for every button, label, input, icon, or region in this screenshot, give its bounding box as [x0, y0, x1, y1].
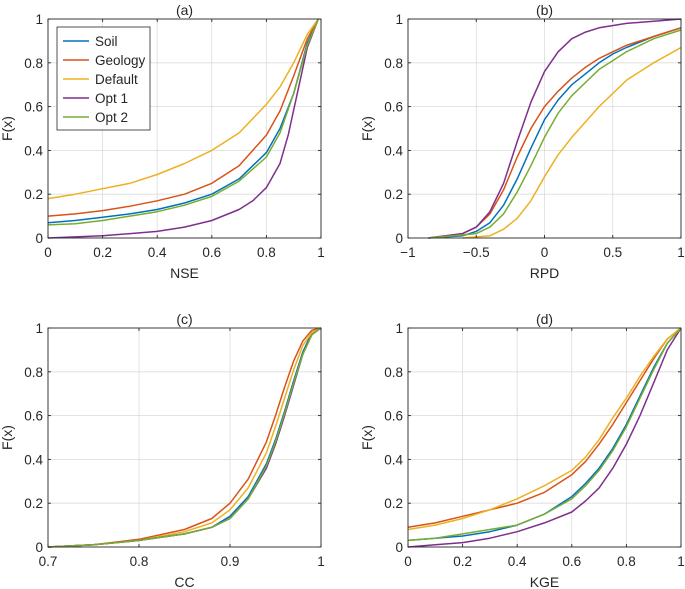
- series-line-soil: [428, 27, 682, 239]
- series-line-geology: [407, 327, 682, 529]
- series-line-opt-1: [47, 18, 319, 239]
- y-tick-label: 0.8: [24, 365, 43, 380]
- y-tick-label: 1: [395, 321, 403, 336]
- series-line-soil: [407, 327, 682, 542]
- legend-label-geology: Geology: [95, 53, 146, 68]
- x-tick-label: 0.2: [453, 554, 472, 569]
- legend-label-default: Default: [95, 72, 138, 87]
- y-tick-label: 1: [35, 12, 43, 27]
- y-tick-label: 0.8: [384, 365, 403, 380]
- series-line-geology: [47, 327, 322, 548]
- series-line-default: [407, 327, 682, 531]
- x-tick-label: 0.8: [257, 245, 276, 260]
- y-tick-label: 0.6: [384, 100, 403, 115]
- y-axis-label: F(x): [359, 116, 375, 141]
- panel-1: 0 0.2 0.4 0.6 0.8 1 0 0.2 0.4 0.6 0.8 1 (a) NSE F(x) So…: [0, 2, 325, 281]
- y-tick-label: 0.2: [24, 496, 43, 511]
- panel-2: −1 −0.5 0 0.5 1 0 0.2 0.4 0.6 0.8 1 (b) RPD F(x): [359, 2, 685, 281]
- x-axis-label: NSE: [170, 265, 199, 281]
- x-tick-label: 0.4: [508, 554, 527, 569]
- y-tick-label: 0.4: [384, 143, 403, 158]
- y-axis-label: F(x): [359, 425, 375, 450]
- x-tick-label: 0: [404, 554, 412, 569]
- panel-title: (a): [176, 2, 193, 18]
- x-tick-label: 1: [677, 554, 685, 569]
- x-axis-label: RPD: [530, 265, 560, 281]
- y-tick-label: 0: [395, 231, 403, 246]
- y-tick-label: 1: [395, 12, 403, 27]
- y-axis-label: F(x): [0, 425, 15, 450]
- series-line-geology: [47, 18, 319, 217]
- plot-area: [408, 328, 681, 547]
- x-tick-label: 0.6: [562, 554, 581, 569]
- x-tick-label: −0.5: [463, 245, 490, 260]
- panel-3: 0.7 0.8 0.9 1 0 0.2 0.4 0.6 0.8 1 (c) CC F(x): [0, 311, 325, 589]
- series-line-opt-1: [407, 327, 682, 548]
- y-tick-label: 0.8: [384, 56, 403, 71]
- y-tick-label: 0.6: [384, 409, 403, 424]
- x-tick-label: 0: [44, 245, 52, 260]
- y-tick-label: 1: [35, 321, 43, 336]
- series-line-default: [47, 18, 319, 200]
- y-tick-label: 0.2: [384, 187, 403, 202]
- x-tick-label: 0.4: [148, 245, 167, 260]
- series-line-opt-1: [428, 18, 682, 239]
- panel-title: (c): [176, 311, 192, 327]
- legend-label-opt-1: Opt 1: [95, 91, 128, 106]
- legend: Soil Geology Default Opt 1 Opt 2: [56, 26, 151, 131]
- legend-label-opt-2: Opt 2: [95, 110, 128, 125]
- y-tick-label: 0.4: [384, 452, 403, 467]
- x-axis-label: KGE: [530, 574, 560, 589]
- panel-4: 0 0.2 0.4 0.6 0.8 1 0 0.2 0.4 0.6 0.8 1 (d) KGE F(x): [359, 311, 685, 589]
- x-tick-label: 1: [677, 245, 685, 260]
- y-tick-label: 0.6: [24, 409, 43, 424]
- y-tick-label: 0.2: [24, 187, 43, 202]
- x-tick-label: −1: [400, 245, 415, 260]
- legend-label-soil: Soil: [95, 34, 118, 49]
- axes-box: [407, 327, 682, 548]
- y-tick-label: 0: [35, 231, 43, 246]
- y-tick-label: 0: [395, 540, 403, 555]
- x-tick-label: 0.2: [93, 245, 112, 260]
- series-line-default: [462, 46, 682, 239]
- y-tick-label: 0.2: [384, 496, 403, 511]
- axes-box: [47, 327, 322, 548]
- series-line-opt-2: [47, 18, 319, 226]
- panel-title: (d): [536, 311, 553, 327]
- y-tick-label: 0.4: [24, 452, 43, 467]
- x-tick-label: 0: [541, 245, 549, 260]
- x-tick-label: 1: [317, 245, 325, 260]
- series-line-opt-2: [407, 327, 682, 542]
- x-tick-label: 0.8: [617, 554, 636, 569]
- series-line-opt-2: [47, 327, 322, 548]
- x-tick-label: 0.8: [130, 554, 149, 569]
- axes-box: [47, 18, 322, 239]
- plot-area: [48, 328, 321, 547]
- y-tick-label: 0.6: [24, 100, 43, 115]
- series-line-opt-2: [428, 29, 682, 239]
- x-tick-label: 0.5: [603, 245, 622, 260]
- x-tick-label: 0.7: [39, 554, 58, 569]
- y-tick-label: 0: [35, 540, 43, 555]
- y-tick-label: 0.4: [24, 143, 43, 158]
- x-tick-label: 0.6: [202, 245, 221, 260]
- panel-title: (b): [536, 2, 553, 18]
- x-axis-label: CC: [174, 574, 194, 589]
- x-tick-label: 0.9: [221, 554, 240, 569]
- x-tick-label: 1: [317, 554, 325, 569]
- y-axis-label: F(x): [0, 116, 15, 141]
- y-tick-label: 0.8: [24, 56, 43, 71]
